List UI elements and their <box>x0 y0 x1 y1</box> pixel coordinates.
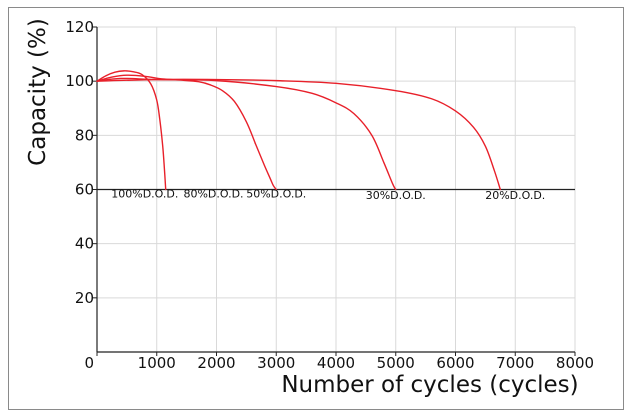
y-tick-label: 40 <box>75 235 94 253</box>
x-axis-title: Number of cycles (cycles) <box>281 372 578 398</box>
axes <box>93 26 576 356</box>
dod-label: 100%D.O.D. <box>111 188 178 201</box>
series-lines <box>96 70 502 191</box>
dod-label: 80%D.O.D. <box>183 188 243 201</box>
y-tick-label: 20 <box>75 289 94 307</box>
y-tick-label: 100 <box>65 72 94 90</box>
dod-label: 20%D.O.D. <box>485 189 545 202</box>
tick-labels: 0 1000 2000 3000 4000 5000 6000 7000 8000 20 40 60 8… <box>65 18 594 372</box>
x-tick-label: 0 <box>84 354 94 372</box>
dod-label: 50%D.O.D. <box>246 188 306 201</box>
series-line-100-d-o-d <box>96 70 167 191</box>
dod-annotations: 100%D.O.D. 80%D.O.D. 50%D.O.D. 30%D.O.D. 20%… <box>111 188 545 202</box>
y-tick-label: 80 <box>75 126 94 144</box>
series-line-50-d-o-d <box>254 142 277 191</box>
y-tick-label: 120 <box>65 18 94 36</box>
series-line-80-d-o-d <box>96 74 257 145</box>
x-tick-label: 8000 <box>556 354 594 372</box>
x-tick-label: 7000 <box>496 354 534 372</box>
x-tick-label: 1000 <box>138 354 176 372</box>
y-axis-title: Capacity (%) <box>25 18 51 166</box>
x-tick-label: 6000 <box>436 354 474 372</box>
x-tick-label: 2000 <box>197 354 235 372</box>
grid <box>97 26 576 352</box>
series-line-30-d-o-d <box>96 77 397 191</box>
y-tick-label: 60 <box>75 181 94 199</box>
x-tick-label: 5000 <box>377 354 415 372</box>
x-tick-label: 3000 <box>257 354 295 372</box>
dod-label: 30%D.O.D. <box>366 189 426 202</box>
x-tick-label: 4000 <box>317 354 355 372</box>
series-line-20-d-o-d <box>96 78 502 191</box>
